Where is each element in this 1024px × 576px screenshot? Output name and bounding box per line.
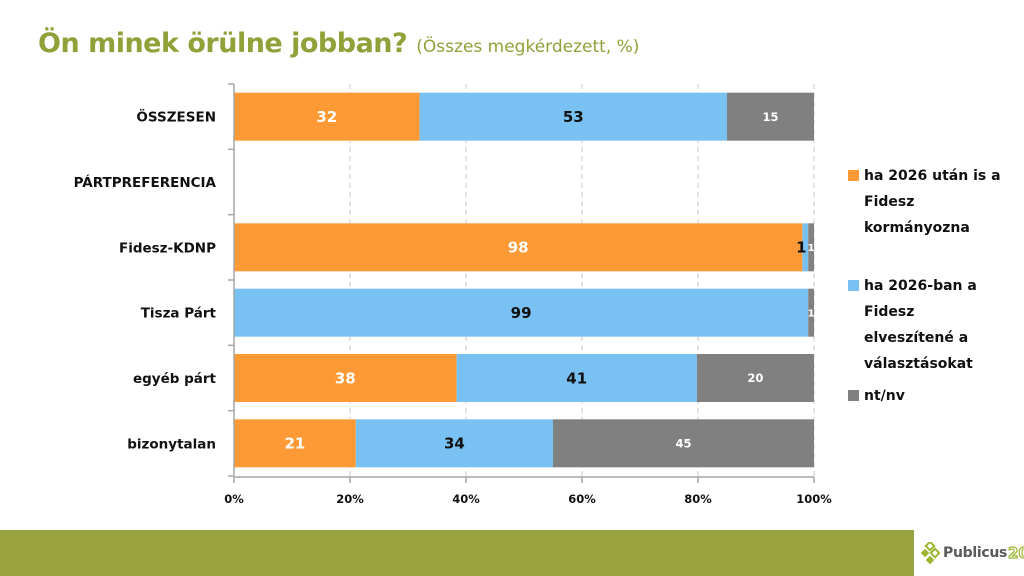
bar-segment	[419, 92, 727, 141]
publicus-logo: Publicus 20	[920, 540, 1024, 566]
bar-segment	[234, 354, 457, 402]
data-label: 38	[335, 369, 356, 387]
bar-segment	[234, 223, 803, 272]
data-label: 41	[566, 369, 587, 387]
bar-segment	[696, 354, 814, 402]
category-label: ÖSSZESEN	[136, 108, 216, 126]
data-label: 20	[747, 371, 763, 385]
bar-segment	[456, 354, 697, 402]
x-tick-label: 100%	[796, 492, 832, 506]
category-label: Tisza Párt	[141, 306, 217, 322]
bar-segment	[234, 92, 420, 141]
legend-label-line: nt/nv	[864, 388, 905, 404]
legend-label-line: kormányozna	[864, 220, 970, 236]
category-label: Fidesz-KDNP	[119, 240, 216, 256]
bar-segment	[808, 223, 814, 272]
title-subtitle: (Összes megkérdezett, %)	[416, 37, 640, 57]
footer-bar	[0, 530, 914, 576]
logo-text: Publicus	[943, 545, 1008, 561]
x-tick-label: 0%	[224, 492, 244, 506]
bar-segment	[727, 92, 814, 141]
bar-segment	[234, 288, 809, 337]
chart-title: Ön minek örülne jobban? (Összes megkérde…	[38, 28, 639, 59]
logo-number: 20	[1007, 543, 1024, 562]
legend-item-nt-nv: nt/nv	[848, 383, 1024, 409]
legend-label-line: Fidesz	[864, 304, 915, 320]
title-main: Ön minek örülne jobban?	[38, 28, 408, 59]
data-label: 21	[284, 435, 305, 453]
x-tick-label: 80%	[684, 492, 712, 506]
legend-swatch-gray	[848, 390, 859, 401]
data-label: 99	[511, 304, 532, 322]
legend-item-fidesz-governs: ha 2026 után is a Fidesz kormányozna	[848, 163, 1024, 241]
category-label: bizonytalan	[127, 436, 216, 452]
data-label: 1	[808, 308, 815, 319]
bar-segment	[802, 223, 809, 272]
category-label: egyéb párt	[133, 371, 217, 387]
bar-segment	[808, 288, 814, 337]
publicus-diamond-icon	[920, 542, 940, 564]
data-label: 98	[508, 239, 529, 257]
legend-label-line: elveszítené a	[864, 330, 969, 346]
legend-label-line: ha 2026-ban a	[864, 278, 977, 294]
data-label: 53	[563, 108, 584, 126]
legend-swatch-blue	[848, 280, 859, 291]
legend-label-line: választásokat	[864, 356, 973, 372]
data-label: 1	[796, 239, 806, 257]
data-label: 15	[762, 110, 778, 124]
bar-segment	[553, 419, 814, 468]
legend-label-line: Fidesz	[864, 194, 915, 210]
bar-segment	[234, 419, 356, 468]
legend-item-fidesz-loses: ha 2026-ban a Fidesz elveszítené a válas…	[848, 273, 1024, 377]
data-label: 32	[316, 108, 337, 126]
legend-label-line: ha 2026 után is a	[864, 168, 1001, 184]
x-tick-label: 40%	[452, 492, 480, 506]
bar-segment	[355, 419, 553, 468]
x-tick-label: 60%	[568, 492, 596, 506]
data-label: 45	[675, 436, 691, 450]
data-label: 34	[444, 435, 465, 453]
x-tick-label: 20%	[336, 492, 364, 506]
data-label: 1	[808, 243, 815, 254]
legend-swatch-orange	[848, 170, 859, 181]
category-label: PÁRTPREFERENCIA	[74, 174, 217, 191]
